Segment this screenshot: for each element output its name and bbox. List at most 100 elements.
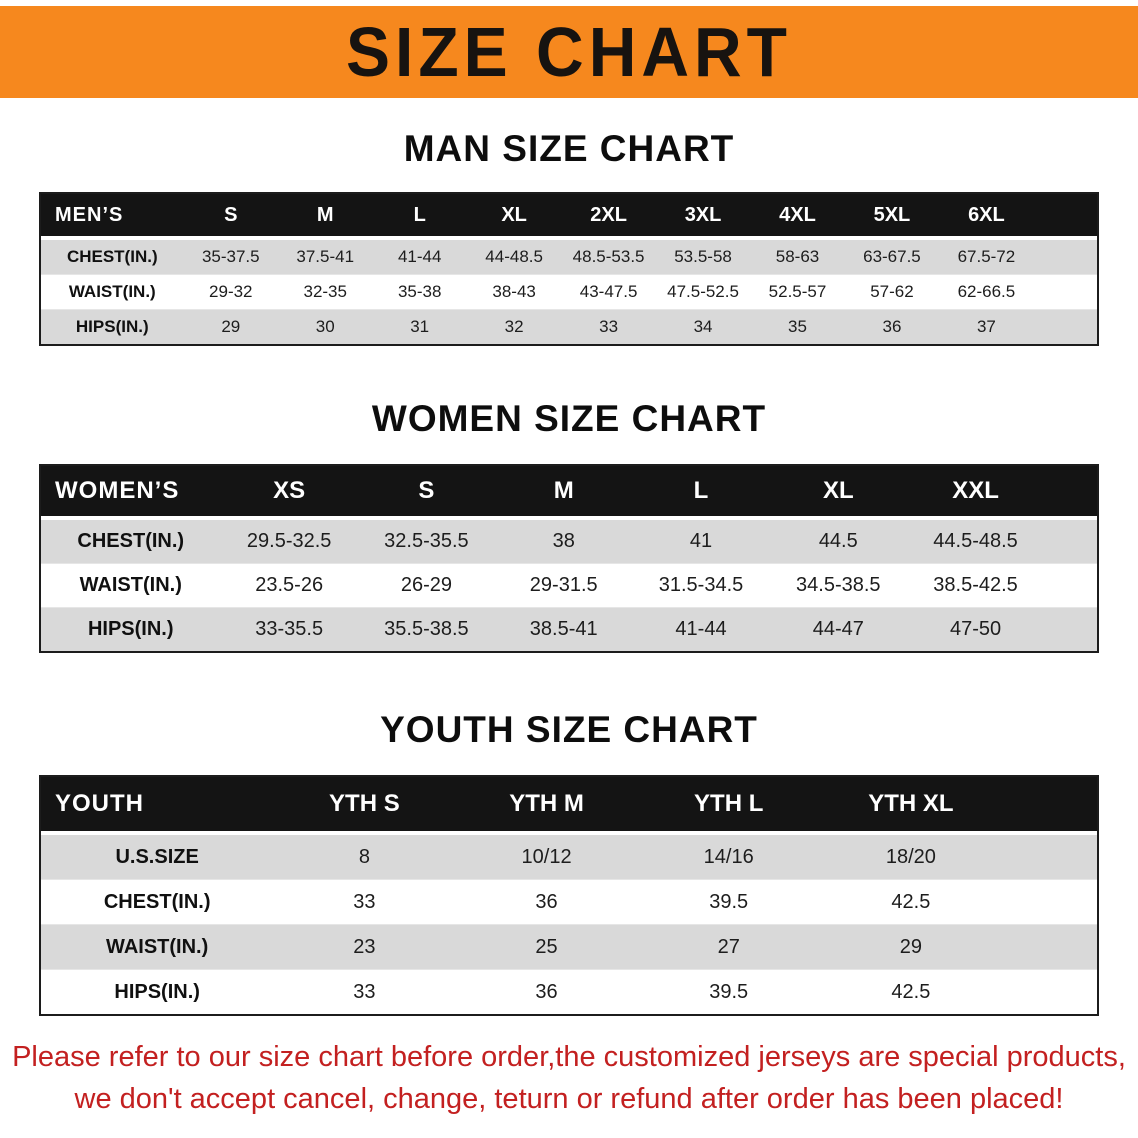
size-value-cell: 39.5	[709, 980, 749, 1003]
section-women: WOMEN SIZE CHART WOMEN’S XS S M L XL XXL CHEST(I…	[0, 398, 1138, 653]
women-row-chest-in: CHEST(IN.) 29.5-32.5 32.5-35.5 38 41 44.5 44.5…	[41, 520, 1097, 564]
row-spacer-cell	[1001, 880, 1097, 925]
size-value-cell: 18/20	[819, 835, 1002, 880]
size-value-cell: 35.5-38.5	[357, 608, 496, 651]
size-value-cell: 41-44	[372, 240, 467, 275]
size-value-cell: 36	[535, 980, 558, 1003]
men-size-header-cell: 6XL	[939, 194, 1034, 240]
youth-size-table: YOUTH YTH S YTH M YTH L YTH XL U.S.SIZE 8 10/12…	[39, 775, 1099, 1016]
size-value-cell: 26-29	[357, 564, 496, 608]
men-chart-heading: MAN SIZE CHART	[403, 128, 735, 169]
size-value-cell: 33	[561, 310, 656, 344]
section-youth: YOUTH SIZE CHART YOUTH YTH S YTH M YTH L YTH …	[0, 709, 1138, 1016]
size-value-cell: 39.5	[637, 880, 820, 925]
men-size-header-cell: 3XL	[655, 194, 751, 240]
row-label-cell: CHEST(IN.)	[41, 240, 184, 275]
size-chart-page: SIZE CHART MAN SIZE CHART MEN’S S M L XL 2XL 3X…	[0, 6, 1138, 1120]
size-value-cell: 44-47	[769, 608, 907, 651]
row-spacer-cell	[1033, 240, 1097, 275]
size-value-cell: 34	[655, 310, 751, 344]
row-label-cell: WAIST(IN.)	[41, 564, 221, 608]
header-spacer-cell	[1001, 777, 1097, 835]
men-size-header-cell: XL	[466, 194, 562, 240]
size-value-cell: 58-63	[750, 240, 845, 275]
header-spacer-cell	[1044, 466, 1097, 520]
size-value-cell: 29	[183, 310, 278, 344]
sections: MAN SIZE CHART MEN’S S M L XL 2XL 3XL 4XL 5XL 6XL C…	[0, 128, 1138, 1016]
size-value-cell: 53.5-58	[655, 240, 751, 275]
youth-size-header-cell: YTH L	[637, 777, 820, 835]
size-value-cell: 23	[273, 925, 456, 970]
size-value-cell: 29-31.5	[495, 564, 633, 608]
size-value-cell: 47.5-52.5	[655, 275, 751, 310]
size-value-cell: 10/12	[455, 835, 638, 880]
women-size-table: WOMEN’S XS S M L XL XXL CHEST(IN.) 29.5-32.5 32.5…	[39, 464, 1099, 653]
size-value-cell: 30	[278, 310, 373, 344]
size-value-cell: 42.5	[819, 880, 1002, 925]
page-title: SIZE CHART	[346, 13, 792, 91]
size-value-cell: 35	[750, 310, 845, 344]
row-spacer-cell	[1044, 608, 1097, 651]
women-size-header-cell: S	[357, 466, 496, 520]
notice-line-1: Please refer to our size chart before or…	[12, 1041, 1126, 1073]
women-size-header-cell: XXL	[906, 466, 1045, 520]
size-value-cell: 38	[495, 520, 633, 564]
row-spacer-cell	[1044, 564, 1097, 608]
size-value-cell: 43-47.5	[561, 275, 656, 310]
row-label-cell: HIPS(IN.)	[41, 310, 184, 344]
men-table-title-cell: MEN’S	[41, 194, 184, 240]
women-size-header-cell: XS	[220, 466, 358, 520]
women-table-title-cell: WOMEN’S	[41, 466, 221, 520]
women-size-header-cell: XL	[769, 466, 907, 520]
size-value-cell: 29	[819, 925, 1002, 970]
men-row-hips-in: HIPS(IN.) 29 30 31 32 33 34 35 36 37	[41, 310, 1097, 344]
size-value-cell: 35-38	[372, 275, 467, 310]
row-spacer-cell	[1044, 520, 1097, 564]
row-label-cell: HIPS(IN.)	[114, 980, 200, 1003]
size-value-cell: 33	[273, 880, 456, 925]
women-chart-heading: WOMEN SIZE CHART	[371, 398, 767, 439]
section-men: MAN SIZE CHART MEN’S S M L XL 2XL 3XL 4XL 5XL 6XL C…	[0, 128, 1138, 346]
youth-row-chest-in: CHEST(IN.) 33 36 39.5 42.5	[41, 880, 1097, 925]
youth-size-header-cell: YTH XL	[819, 777, 1002, 835]
men-row-waist-in: WAIST(IN.) 29-32 32-35 35-38 38-43 43-47.5 47.…	[41, 275, 1097, 310]
size-value-cell: 36	[455, 880, 638, 925]
size-value-cell: 8	[273, 835, 456, 880]
size-value-cell: 41	[632, 520, 770, 564]
row-spacer-cell	[1001, 925, 1097, 970]
size-value-cell: 48.5-53.5	[561, 240, 656, 275]
size-value-cell: 47-50	[906, 608, 1045, 651]
row-spacer-cell	[1033, 275, 1097, 310]
size-value-cell: 23.5-26	[220, 564, 358, 608]
size-value-cell: 32	[466, 310, 562, 344]
size-value-cell: 44.5	[769, 520, 907, 564]
size-value-cell: 27	[637, 925, 820, 970]
size-value-cell: 44.5-48.5	[906, 520, 1045, 564]
row-label-cell: WAIST(IN.)	[41, 275, 184, 310]
size-value-cell: 32-35	[278, 275, 373, 310]
header-spacer-cell	[1033, 194, 1097, 240]
men-header-row: MEN’S S M L XL 2XL 3XL 4XL 5XL 6XL	[41, 194, 1097, 240]
row-label-cell: HIPS(IN.)	[41, 608, 221, 651]
men-size-header-cell: 5XL	[844, 194, 940, 240]
youth-row-hips-in: HIPS(IN.) 33 36 39.5 42.5	[41, 970, 1097, 1014]
row-spacer-cell	[1002, 970, 1097, 1014]
size-value-cell: 32.5-35.5	[357, 520, 496, 564]
women-size-header-cell: L	[632, 466, 770, 520]
women-size-header-cell: M	[495, 466, 633, 520]
men-size-header-cell: L	[372, 194, 467, 240]
women-row-hips-in: HIPS(IN.) 33-35.5 35.5-38.5 38.5-41 41-44 44-…	[41, 608, 1097, 651]
women-row-waist-in: WAIST(IN.) 23.5-26 26-29 29-31.5 31.5-34.5 34…	[41, 564, 1097, 608]
row-spacer-cell	[1001, 835, 1097, 880]
notice-line-2: we don't accept cancel, change, teturn o…	[74, 1083, 1064, 1116]
row-label-cell: CHEST(IN.)	[41, 880, 274, 925]
size-value-cell: 31.5-34.5	[632, 564, 770, 608]
youth-row-u-s-size: U.S.SIZE 8 10/12 14/16 18/20	[41, 835, 1097, 880]
men-size-table: MEN’S S M L XL 2XL 3XL 4XL 5XL 6XL CHEST(IN.) 35-37…	[39, 192, 1099, 346]
row-label-cell: WAIST(IN.)	[41, 925, 274, 970]
size-value-cell: 29.5-32.5	[220, 520, 358, 564]
size-value-cell: 38.5-42.5	[906, 564, 1045, 608]
women-header-row: WOMEN’S XS S M L XL XXL	[41, 466, 1097, 520]
size-value-cell: 67.5-72	[939, 240, 1034, 275]
size-value-cell: 52.5-57	[750, 275, 845, 310]
